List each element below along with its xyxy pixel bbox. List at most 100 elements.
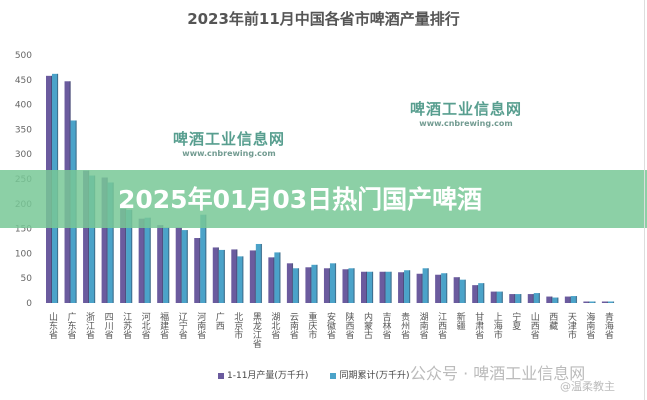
x-tick-label: 天津市 <box>566 312 577 340</box>
x-tick-label: 广东省 <box>66 311 77 340</box>
bar-shade <box>273 257 275 303</box>
bar-shade <box>242 256 244 303</box>
x-tick-label: 辽宁省 <box>177 312 188 340</box>
bar-shade <box>464 279 466 303</box>
bar-production <box>435 274 442 303</box>
x-tick-label: 广西 <box>214 311 225 331</box>
bar-production <box>175 227 182 303</box>
bar-production <box>361 271 368 303</box>
bar-shade <box>532 294 534 303</box>
bar-shade <box>131 209 133 303</box>
legend-item: 1-11月产量(万千升) <box>218 368 308 381</box>
bar-production <box>601 301 608 303</box>
x-tick-label: 上海市 <box>492 312 503 340</box>
bar-shade <box>310 267 312 303</box>
bar-prior-period <box>348 268 355 303</box>
y-tick-label: 300 <box>15 150 32 160</box>
watermark-site-name: 啤酒工业信息网 <box>173 130 286 148</box>
bar-shade <box>594 301 596 303</box>
watermark-wechat: 公众号 · 啤酒工业信息网 <box>410 364 586 383</box>
x-tick-label: 甘肃省 <box>473 311 484 340</box>
bar-production <box>268 257 275 303</box>
x-tick-label: 黑龙江省 <box>251 312 262 349</box>
bar-prior-period <box>570 296 577 303</box>
bar-shade <box>557 297 559 303</box>
bar-shade <box>538 293 540 303</box>
bar-shade <box>477 285 479 303</box>
bar-shade <box>279 252 281 303</box>
bar-production <box>416 273 423 303</box>
x-tick-label: 云南省 <box>288 312 299 340</box>
bar-prior-period <box>255 243 262 303</box>
bar-production <box>472 285 479 303</box>
bar-shade <box>88 170 90 303</box>
bar-shade <box>297 268 300 303</box>
title-banner: 2025年01月03日热门国产啤酒 <box>0 170 647 228</box>
bar-prior-period <box>126 209 133 303</box>
bar-prior-period <box>515 294 522 303</box>
divider <box>644 0 645 400</box>
bar-production <box>323 268 330 303</box>
watermark-site-url: www.cnbrewing.com <box>419 119 513 128</box>
x-tick-label: 吉林省 <box>381 312 392 340</box>
bar-shade <box>520 294 522 303</box>
bar-production <box>101 177 108 303</box>
bar-production <box>286 263 293 303</box>
bar-shade <box>569 296 572 303</box>
bar-prior-period <box>552 297 559 303</box>
bar-shade <box>390 271 392 303</box>
y-tick-label: 100 <box>15 249 32 259</box>
bar-prior-period <box>181 230 188 303</box>
y-tick-label: 50 <box>21 274 33 284</box>
bar-prior-period <box>107 182 114 303</box>
x-tick-label: 安徽省 <box>325 311 336 340</box>
bar-shade <box>162 225 164 303</box>
x-tick-label: 贵州省 <box>399 311 410 340</box>
x-tick-label: 江西省 <box>436 312 447 340</box>
bar-shade <box>149 217 151 303</box>
bar-shade <box>328 268 331 303</box>
x-tick-label: 河北省 <box>140 311 151 340</box>
x-tick-label: 浙江省 <box>84 311 95 340</box>
bar-prior-period <box>311 264 318 303</box>
x-tick-label: 青海省 <box>603 311 614 340</box>
bar-shade <box>384 271 386 303</box>
bar-shade <box>217 247 219 303</box>
bar-shade <box>205 214 207 303</box>
bar-shade <box>427 268 429 303</box>
watermark-logo: 啤酒工业信息网 www.cnbrewing.com <box>173 128 285 158</box>
bar-shade <box>495 291 497 303</box>
bar-shade <box>458 277 460 303</box>
bar-shade <box>112 182 114 303</box>
bar-prior-period <box>589 301 596 303</box>
bar-shade <box>168 227 170 303</box>
bar-shade <box>588 301 590 303</box>
bar-shade <box>180 227 182 303</box>
bar-shade <box>260 243 263 303</box>
x-tick-label: 海南省 <box>584 311 595 340</box>
watermark-site-url: www.cnbrewing.com <box>182 149 276 158</box>
bar-production <box>398 272 405 303</box>
bar-prior-period <box>292 268 299 303</box>
bar-shade <box>143 218 145 303</box>
bar-production <box>527 294 534 303</box>
bar-shade <box>612 301 615 303</box>
bar-production <box>231 249 238 303</box>
bar-shade <box>551 296 553 303</box>
bar-production <box>546 296 553 303</box>
bar-prior-period <box>200 214 207 303</box>
x-tick-label: 湖北省 <box>269 312 280 340</box>
bar-shade <box>606 301 609 303</box>
bar-shade <box>94 175 96 303</box>
bar-production <box>249 250 256 303</box>
y-tick-label: 0 <box>26 299 32 309</box>
bar-production <box>583 301 590 303</box>
x-tick-label: 北京市 <box>232 312 243 340</box>
bar-prior-period <box>274 252 281 303</box>
legend-item: 同期累计(万千升) <box>330 368 409 381</box>
bar-prior-period <box>459 279 466 303</box>
bar-shade <box>125 208 127 303</box>
bar-shade <box>223 249 225 303</box>
legend-swatch <box>218 372 224 379</box>
bar-production <box>453 277 460 303</box>
